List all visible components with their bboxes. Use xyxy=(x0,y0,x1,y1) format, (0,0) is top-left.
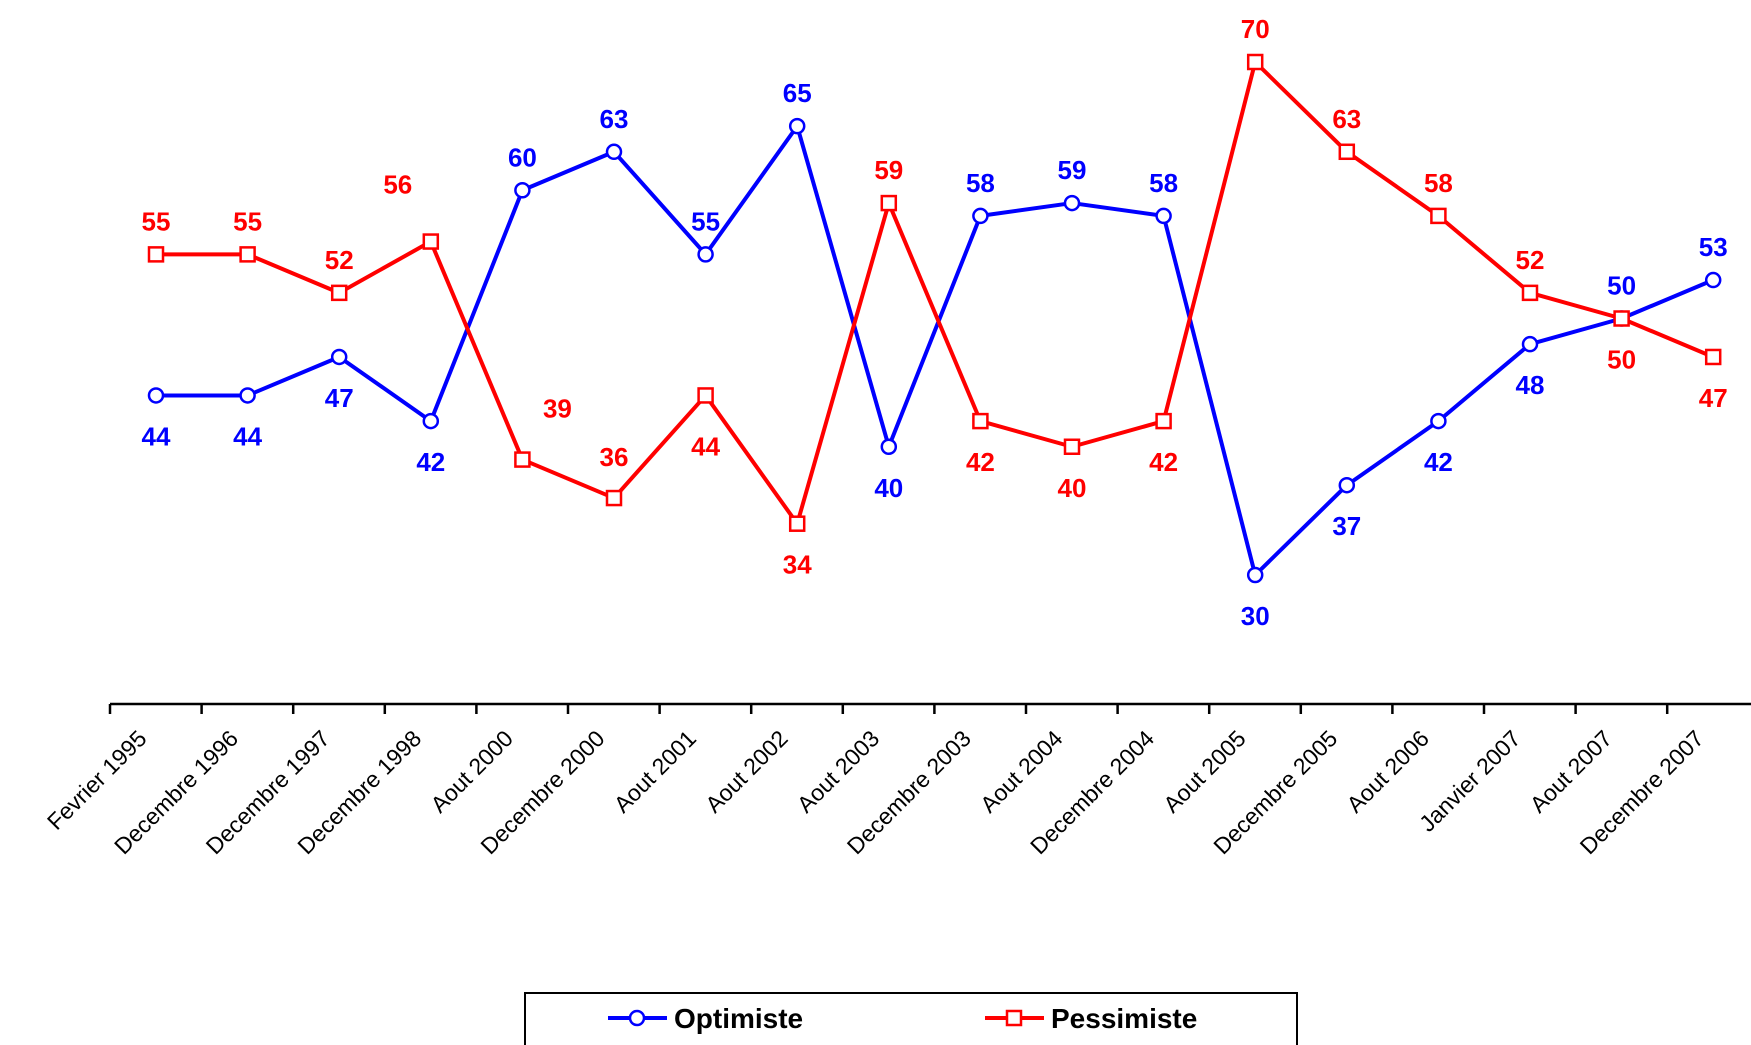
data-point-optimiste xyxy=(422,412,440,430)
x-tick-label: Aout 2000 xyxy=(425,725,518,818)
data-point-pessimiste xyxy=(1155,412,1172,430)
data-point-pessimiste xyxy=(1704,348,1722,366)
data-label-optimiste: 42 xyxy=(416,447,445,477)
data-label-optimiste: 58 xyxy=(1149,168,1178,198)
data-label-optimiste: 65 xyxy=(783,78,812,108)
data-point-optimiste xyxy=(1155,207,1172,225)
data-point-optimiste xyxy=(788,117,806,135)
data-label-optimiste: 63 xyxy=(600,104,629,134)
x-tick-label: Aout 2006 xyxy=(1341,725,1434,818)
data-point-pessimiste xyxy=(1063,438,1081,455)
data-label-pessimiste: 58 xyxy=(1424,168,1453,198)
series-line-optimiste xyxy=(156,124,1714,577)
legend: Optimiste Pessimiste xyxy=(524,992,1298,1045)
data-point-pessimiste xyxy=(605,489,623,507)
data-point-optimiste xyxy=(1704,271,1722,289)
x-tick-label: Aout 2001 xyxy=(609,725,702,818)
data-point-optimiste xyxy=(1338,476,1356,494)
data-point-pessimiste xyxy=(239,246,256,263)
data-label-pessimiste: 50 xyxy=(1607,345,1636,375)
data-label-optimiste: 40 xyxy=(874,473,903,503)
data-label-pessimiste: 42 xyxy=(966,447,995,477)
legend-marker-pessimiste xyxy=(1005,1009,1023,1027)
data-label-pessimiste: 40 xyxy=(1058,473,1087,503)
x-tick-label: Aout 2002 xyxy=(700,725,793,818)
data-point-optimiste xyxy=(1246,566,1264,584)
series-line-pessimiste xyxy=(156,60,1714,526)
data-point-pessimiste xyxy=(1521,284,1539,302)
data-point-pessimiste xyxy=(1430,207,1447,225)
x-tick-label: Aout 2004 xyxy=(975,725,1068,818)
data-label-optimiste: 59 xyxy=(1058,155,1087,185)
data-label-pessimiste: 39 xyxy=(543,394,572,424)
data-point-pessimiste xyxy=(1613,310,1630,327)
data-labels: 44 44 47 42 60 63 55 65 40 58 59 58 30 37 42 48 50 53 55 55… xyxy=(142,14,1728,631)
data-point-optimiste xyxy=(1063,194,1081,212)
data-point-pessimiste xyxy=(514,451,531,468)
series-lines xyxy=(156,60,1714,577)
data-point-optimiste xyxy=(147,387,165,404)
data-label-pessimiste: 55 xyxy=(233,206,262,236)
data-point-optimiste xyxy=(1521,335,1539,353)
x-tick-label: Aout 2003 xyxy=(792,725,885,818)
x-tick-label: Aout 2007 xyxy=(1525,725,1618,818)
data-label-optimiste: 48 xyxy=(1516,370,1545,400)
data-label-optimiste: 42 xyxy=(1424,447,1453,477)
data-label-optimiste: 60 xyxy=(508,142,537,172)
data-label-optimiste: 50 xyxy=(1607,271,1636,301)
data-point-pessimiste xyxy=(147,246,165,263)
legend-marker-optimiste xyxy=(628,1009,646,1027)
data-point-optimiste xyxy=(330,348,348,366)
data-label-pessimiste: 70 xyxy=(1241,14,1270,44)
data-point-optimiste xyxy=(697,246,714,263)
data-label-pessimiste: 59 xyxy=(874,155,903,185)
data-label-pessimiste: 47 xyxy=(1699,383,1728,413)
data-point-optimiste xyxy=(239,387,256,404)
data-label-pessimiste: 52 xyxy=(325,245,354,275)
data-label-pessimiste: 63 xyxy=(1332,104,1361,134)
data-point-pessimiste xyxy=(1338,143,1356,161)
x-tick-label: Aout 2005 xyxy=(1158,725,1251,818)
data-point-pessimiste xyxy=(422,233,440,250)
data-label-optimiste: 44 xyxy=(142,421,171,451)
legend-label-optimiste: Optimiste xyxy=(674,1003,803,1034)
data-label-optimiste: 30 xyxy=(1241,601,1270,631)
data-label-optimiste: 44 xyxy=(233,421,262,451)
data-label-pessimiste: 55 xyxy=(142,206,171,236)
data-point-pessimiste xyxy=(697,387,714,404)
data-label-pessimiste: 44 xyxy=(691,431,720,461)
data-point-optimiste xyxy=(514,182,531,199)
data-label-pessimiste: 56 xyxy=(383,170,412,200)
data-label-pessimiste: 34 xyxy=(783,550,812,580)
data-markers xyxy=(147,53,1722,584)
data-point-optimiste xyxy=(1430,412,1447,430)
data-label-pessimiste: 52 xyxy=(1516,245,1545,275)
data-point-pessimiste xyxy=(1246,53,1264,71)
data-label-optimiste: 53 xyxy=(1699,232,1728,262)
data-label-optimiste: 55 xyxy=(691,206,720,236)
data-point-pessimiste xyxy=(880,194,898,212)
data-point-optimiste xyxy=(972,207,989,225)
data-point-pessimiste xyxy=(972,412,989,430)
data-point-pessimiste xyxy=(330,284,348,302)
data-label-pessimiste: 42 xyxy=(1149,447,1178,477)
data-label-optimiste: 58 xyxy=(966,168,995,198)
data-point-pessimiste xyxy=(788,515,806,532)
data-point-optimiste xyxy=(880,438,898,455)
legend-label-pessimiste: Pessimiste xyxy=(1051,1003,1197,1034)
data-label-pessimiste: 36 xyxy=(600,442,629,472)
data-point-optimiste xyxy=(605,143,623,161)
data-label-optimiste: 37 xyxy=(1332,511,1361,541)
data-label-optimiste: 47 xyxy=(325,383,354,413)
